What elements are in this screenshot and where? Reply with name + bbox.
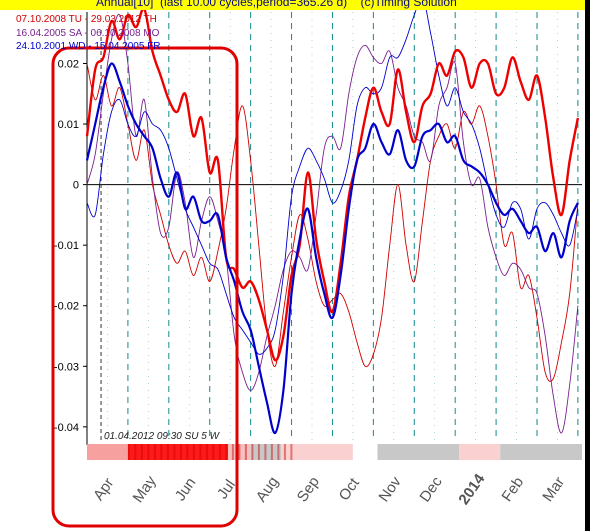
chart-axes	[86, 12, 582, 445]
y-tick-label: 0.01	[58, 119, 79, 131]
y-tick-label: -0.03	[54, 361, 79, 373]
timeline-streak	[166, 444, 169, 460]
timeline-streak	[127, 444, 130, 460]
timeline-streak	[134, 444, 137, 460]
series-line-3	[86, 13, 579, 434]
y-tick-label: -0.01	[54, 240, 79, 252]
x-month-label: Sep	[294, 474, 323, 506]
cursor-date-label: 01.04.2012 09:30 SU 5 W	[104, 431, 221, 442]
timeline-streak	[179, 444, 182, 460]
timeline-streak	[218, 444, 221, 460]
chart-grid	[107, 12, 579, 440]
y-tick-label: -0.02	[54, 301, 79, 313]
legend-entry-2: 16.04.2005 SA - 06.10.2008 MO	[16, 28, 160, 39]
legend-entry-3: 24.10.2001 WD - 15.04.2005 FR	[16, 41, 161, 52]
timeline-streak	[160, 444, 163, 460]
timeline-segment	[127, 444, 229, 460]
timeline-segment	[459, 444, 501, 460]
x-month-label: Mar	[539, 474, 568, 505]
timeline-streak	[270, 444, 273, 460]
highlight-annotation-box	[51, 46, 239, 528]
y-axis-ticks: 0.02 0.01 0 -0.01 -0.02 -0.03 -0.04	[54, 58, 87, 434]
y-tick-label: -0.04	[54, 422, 79, 434]
x-month-label: Feb	[498, 474, 527, 505]
y-tick-label: 0.02	[58, 58, 79, 70]
series-line-2	[86, 63, 579, 382]
timeline-segment	[87, 444, 128, 460]
timeline-streak	[251, 444, 254, 460]
timeline-streak	[205, 444, 208, 460]
timeline-streak	[140, 444, 143, 460]
x-month-label: Jun	[172, 475, 200, 505]
timeline-segment	[500, 444, 582, 460]
chart-series	[85, 0, 580, 435]
timeline-streak	[153, 444, 156, 460]
timeline-streak	[192, 444, 195, 460]
timeline-streak	[244, 444, 247, 460]
timeline-streak	[238, 444, 241, 460]
timeline-segment	[281, 444, 353, 460]
legend-entry-1: 07.10.2008 TU - 29.03.2012 TH	[16, 14, 157, 25]
timeline-segment	[250, 444, 282, 460]
series-line-5	[85, 62, 579, 435]
x-axis-month-labels: Apr May Jun Jul Aug Sep Oct Nov Dec 2014 Feb Mar	[90, 470, 568, 508]
timeline-streak	[225, 444, 228, 460]
timeline-streak	[290, 444, 293, 460]
timeline-streak	[186, 444, 189, 460]
timeline-streak	[231, 444, 234, 460]
series-line-4	[86, 0, 579, 355]
timeline-streak	[173, 444, 176, 460]
y-tick-label: 0	[73, 180, 79, 192]
x-month-label: May	[130, 473, 160, 506]
timeline-segment	[228, 444, 251, 460]
x-month-label: Jul	[214, 477, 239, 502]
timeline-streak	[277, 444, 280, 460]
window-edge	[585, 0, 590, 531]
timeline-streak	[264, 444, 267, 460]
x-month-label: 2014	[455, 470, 488, 508]
window-title-bar: Annual[10] (last 10.00 cycles,period=365…	[0, 0, 590, 10]
series-line-1	[85, 7, 580, 362]
x-month-label: Aug	[253, 474, 282, 506]
timeline-streak	[147, 444, 150, 460]
timeline-streak	[199, 444, 202, 460]
timeline-streak	[212, 444, 215, 460]
x-month-label: Apr	[90, 475, 117, 504]
x-month-label: Oct	[336, 474, 364, 504]
timeline-segment	[352, 444, 378, 460]
timeline-streak	[283, 444, 286, 460]
timeline-segment	[377, 444, 460, 460]
chart-window-title: Annual[10] (last 10.00 cycles,period=365…	[96, 0, 457, 9]
timeline-bar	[87, 444, 582, 460]
timeline-streak	[257, 444, 260, 460]
x-month-label: Nov	[376, 473, 406, 505]
x-month-label: Dec	[416, 473, 446, 505]
